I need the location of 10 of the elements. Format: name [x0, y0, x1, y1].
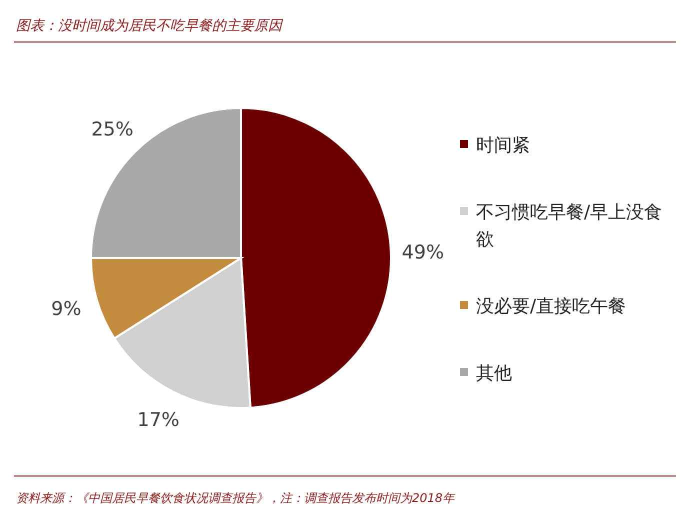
data-label: 9%	[51, 298, 82, 320]
text: 资料来源：《中国居民早餐饮食状况调查报告》，注：调查报告发布时间为2018年	[16, 491, 456, 505]
legend-label: 其他	[476, 362, 512, 384]
legend-label: 没必要/直接吃午餐	[476, 296, 626, 316]
data-label: 25%	[91, 118, 134, 140]
legend-label: 不习惯吃早餐/早上没食欲	[476, 202, 662, 250]
chart-title: 图表：没时间成为居民不吃早餐的主要原因	[16, 18, 284, 34]
data-label: 17%	[137, 409, 180, 432]
data-label: 49%	[402, 241, 444, 264]
legend-label: 时间紧	[476, 134, 530, 156]
